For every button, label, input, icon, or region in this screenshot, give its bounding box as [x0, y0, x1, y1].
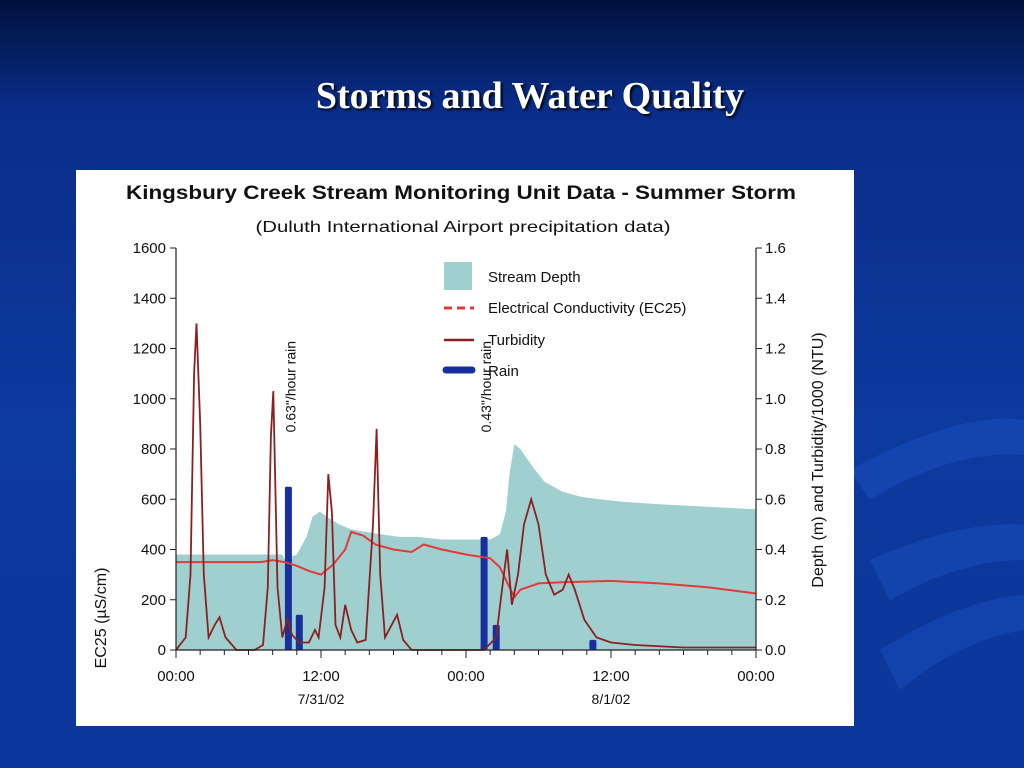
left-tick-label: 1000: [133, 391, 166, 408]
left-tick-label: 1400: [133, 290, 166, 307]
x-tick-label: 12:00: [592, 668, 630, 685]
rain-bar: [284, 486, 292, 650]
x-tick-label: 00:00: [737, 668, 775, 685]
right-tick-label: 0.2: [765, 592, 786, 609]
left-tick-label: 1600: [133, 240, 166, 257]
left-tick-label: 600: [141, 491, 166, 508]
legend-label-conductivity: Electrical Conductivity (EC25): [488, 300, 686, 317]
right-tick-label: 1.2: [765, 341, 786, 358]
chart: Kingsbury Creek Stream Monitoring Unit D…: [93, 183, 827, 707]
rain-bar: [480, 536, 488, 650]
rain-rate-annotation: 0.43"/hour rain: [478, 341, 494, 432]
x-date-label: 8/1/02: [592, 691, 631, 707]
chart-subtitle: (Duluth International Airport precipitat…: [256, 219, 671, 236]
legend-label-stream-depth: Stream Depth: [488, 269, 581, 286]
right-tick-label: 1.6: [765, 240, 786, 257]
rain-bar: [589, 639, 597, 650]
left-tick-label: 800: [141, 441, 166, 458]
left-tick-label: 1200: [133, 341, 166, 358]
legend-label-turbidity: Turbidity: [488, 332, 545, 349]
left-tick-label: 400: [141, 542, 166, 559]
conductivity-line: [176, 530, 757, 600]
right-tick-label: 0.0: [765, 642, 786, 659]
x-tick-label: 00:00: [157, 668, 195, 685]
plot-area: 0 200 400 600 800 1000 1200 1400 1600 0.0 0.2 0.4 0.…: [133, 240, 786, 707]
right-axis-label: Depth (m) and Turbidity/1000 (NTU): [810, 332, 827, 587]
legend: Stream Depth Electrical Conductivity (EC…: [442, 262, 686, 380]
rain-rate-annotation: 0.63"/hour rain: [282, 341, 298, 432]
legend-label-rain: Rain: [488, 363, 519, 380]
slide-title: Storms and Water Quality: [315, 75, 745, 117]
right-tick-label: 1.4: [765, 290, 786, 307]
legend-swatch-stream-depth: [444, 262, 472, 290]
chart-title: Kingsbury Creek Stream Monitoring Unit D…: [126, 183, 796, 204]
turbidity-line: [175, 323, 756, 651]
rain-bar: [295, 614, 303, 650]
chart-panel: Kingsbury Creek Stream Monitoring Unit D…: [76, 170, 854, 726]
x-date-label: 7/31/02: [298, 691, 345, 707]
right-tick-label: 0.6: [765, 491, 786, 508]
left-axis-label: EC25 (µS/cm): [93, 568, 110, 669]
left-tick-label: 200: [141, 592, 166, 609]
right-tick-label: 0.4: [765, 542, 786, 559]
right-tick-label: 0.8: [765, 441, 786, 458]
right-tick-label: 1.0: [765, 391, 786, 408]
x-tick-label: 00:00: [447, 668, 485, 685]
x-tick-label: 12:00: [302, 668, 340, 685]
left-tick-label: 0: [158, 642, 166, 659]
stream-depth-area: [176, 444, 756, 650]
